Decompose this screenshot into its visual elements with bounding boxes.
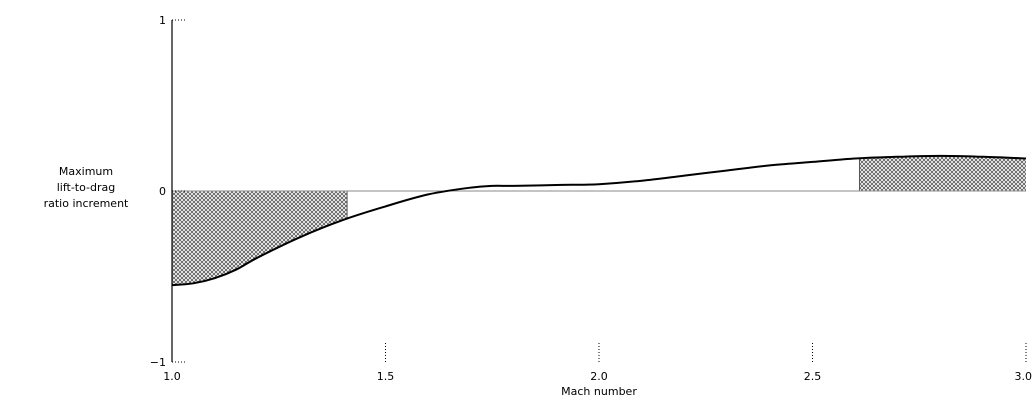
y-tick-label: 0	[159, 185, 166, 198]
shaded-region-1	[172, 191, 348, 286]
series-line	[171, 154, 1027, 287]
x-axis-label: Mach number	[561, 385, 637, 398]
y-tick-label: 1	[159, 14, 166, 27]
x-tick-label: 3.0	[1015, 370, 1033, 383]
shaded-region-2	[859, 156, 1026, 191]
y-tick-label: −1	[150, 356, 166, 369]
y-ticks: 1 0 −1	[150, 14, 186, 369]
shaded-regions	[172, 156, 1026, 286]
x-tick-label: 2.0	[590, 370, 608, 383]
y-axis-label-line-1: Maximum	[59, 165, 113, 178]
y-axis-label-line-2: lift-to-drag	[57, 181, 116, 194]
x-tick-label: 1.0	[163, 370, 181, 383]
x-tick-label: 2.5	[804, 370, 822, 383]
x-tick-label: 1.5	[377, 370, 395, 383]
y-axis-label-line-3: ratio increment	[44, 197, 129, 210]
x-ticks: 1.0 1.5 2.0 2.5 3.0	[163, 342, 1032, 383]
